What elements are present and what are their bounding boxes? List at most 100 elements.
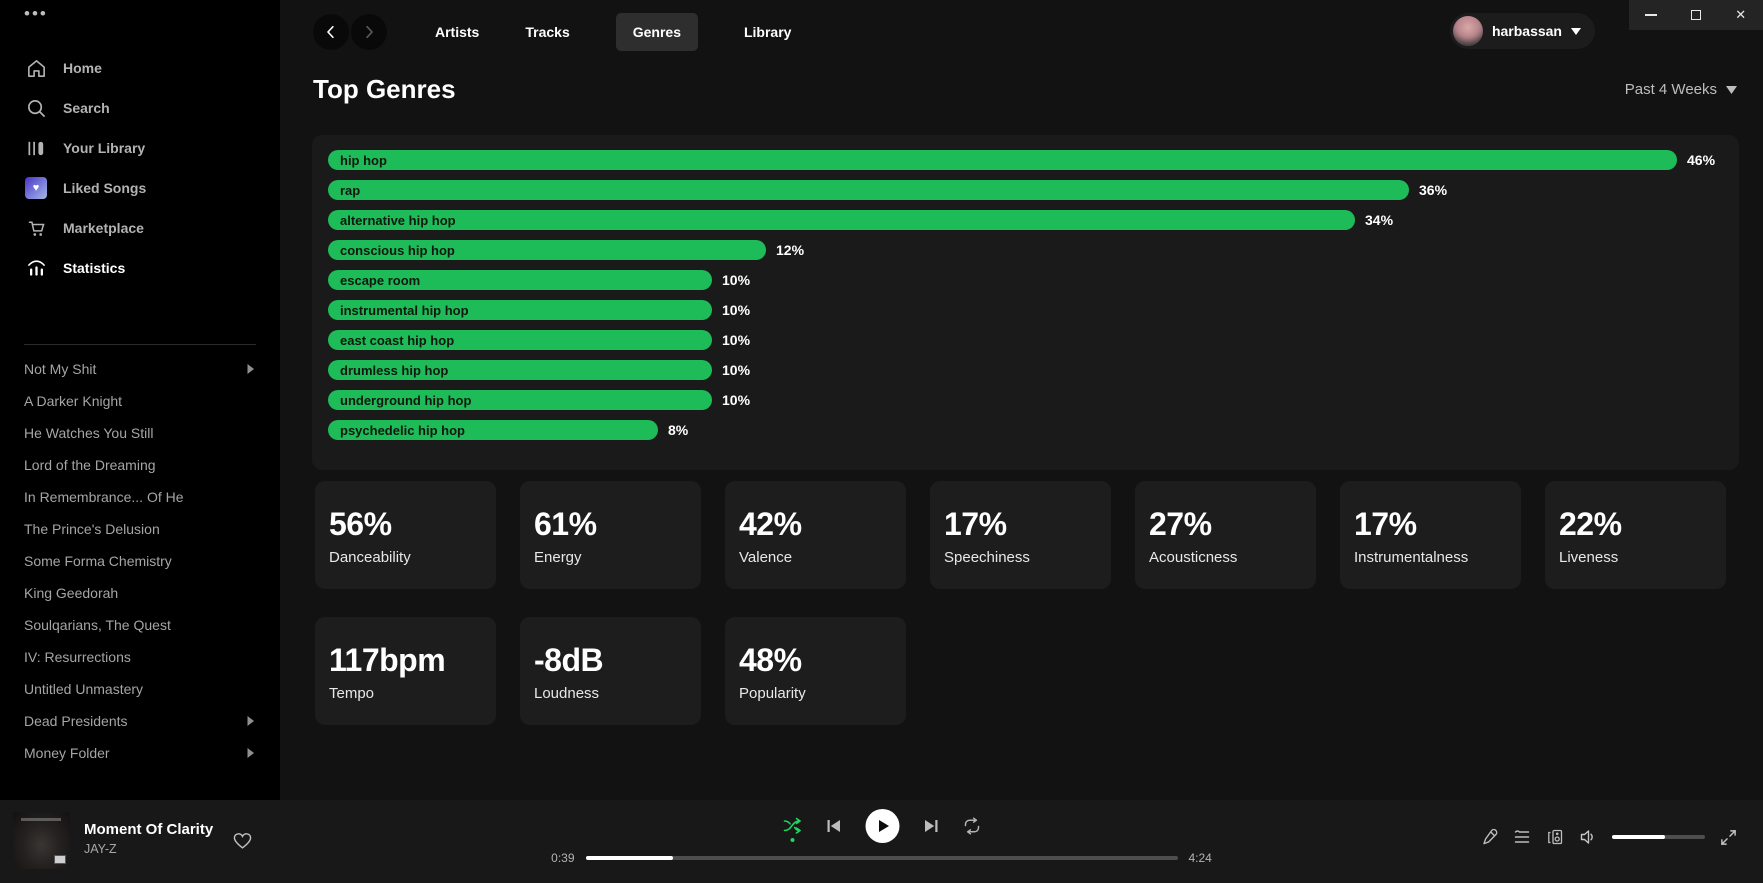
stat-label: Valence (739, 548, 793, 566)
library-icon (25, 137, 47, 159)
sidebar-item-marketplace[interactable]: Marketplace (0, 208, 280, 248)
lyrics-button[interactable] (1480, 828, 1498, 846)
heart-icon (233, 833, 252, 849)
playlist-label: The Prince's Delusion (24, 521, 160, 537)
genre-bar[interactable]: escape room (328, 270, 712, 290)
genre-bar-row: alternative hip hop 34% (328, 210, 1723, 230)
seek-bar[interactable] (585, 856, 1178, 860)
sidebar-item-home[interactable]: Home (0, 48, 280, 88)
like-button[interactable] (233, 832, 252, 855)
tab-library[interactable]: Library (743, 24, 792, 40)
genre-label: hip hop (340, 152, 387, 168)
playlist-item[interactable]: King Geedorah (0, 577, 280, 609)
sidebar-item-search[interactable]: Search (0, 88, 280, 128)
stat-card-energy: 61% Energy (520, 481, 701, 589)
next-button[interactable] (922, 818, 939, 834)
sidebar-item-label: Liked Songs (63, 180, 147, 196)
liked-songs-icon: ♥ (25, 177, 47, 199)
mute-button[interactable] (1579, 828, 1597, 846)
play-button[interactable] (865, 809, 899, 843)
queue-icon (1514, 830, 1530, 843)
playlist-list: Not My Shit A Darker Knight He Watches Y… (0, 353, 280, 769)
statistics-icon (25, 257, 47, 279)
volume-slider[interactable] (1612, 835, 1705, 839)
sidebar-item-label: Your Library (63, 140, 146, 156)
playlist-label: Soulqarians, The Quest (24, 617, 171, 633)
maximize-button[interactable] (1674, 0, 1719, 30)
genre-bar-row: conscious hip hop 12% (328, 240, 1723, 260)
stat-label: Acousticness (1149, 548, 1238, 566)
playlist-item[interactable]: IV: Resurrections (0, 641, 280, 673)
close-button[interactable]: ✕ (1718, 0, 1763, 30)
stat-label: Tempo (329, 684, 375, 702)
queue-button[interactable] (1513, 828, 1531, 846)
stat-label: Liveness (1559, 548, 1619, 566)
genre-bar-row: instrumental hip hop 10% (328, 300, 1723, 320)
minimize-button[interactable] (1629, 0, 1674, 30)
genre-bar-row: escape room 10% (328, 270, 1723, 290)
genre-bar[interactable]: hip hop (328, 150, 1677, 170)
genre-percent: 10% (722, 362, 751, 378)
playlist-item[interactable]: Soulqarians, The Quest (0, 609, 280, 641)
stat-card-danceability: 56% Danceability (315, 481, 496, 589)
genre-bar[interactable]: underground hip hop (328, 390, 712, 410)
playlist-item[interactable]: Lord of the Dreaming (0, 449, 280, 481)
shuffle-button[interactable] (782, 817, 802, 842)
genre-bar[interactable]: alternative hip hop (328, 210, 1355, 230)
forward-button[interactable] (351, 14, 387, 50)
playlist-item[interactable]: Some Forma Chemistry (0, 545, 280, 577)
playlist-item[interactable]: The Prince's Delusion (0, 513, 280, 545)
stat-value: 42% (739, 506, 802, 542)
genre-label: psychedelic hip hop (340, 422, 465, 438)
previous-button[interactable] (825, 818, 842, 834)
stat-value: 27% (1149, 506, 1212, 542)
shuffle-icon (783, 817, 801, 834)
genre-bar[interactable]: psychedelic hip hop (328, 420, 658, 440)
genre-bar[interactable]: instrumental hip hop (328, 300, 712, 320)
genre-label: alternative hip hop (340, 212, 456, 228)
sidebar-item-your-library[interactable]: Your Library (0, 128, 280, 168)
time-range-dropdown[interactable]: Past 4 Weeks (1625, 81, 1737, 98)
repeat-icon (964, 817, 979, 835)
genre-bar[interactable]: rap (328, 180, 1409, 200)
stat-card-tempo: 117bpm Tempo (315, 617, 496, 725)
menu-dots-icon[interactable]: ••• (24, 4, 48, 23)
genre-bar[interactable]: conscious hip hop (328, 240, 766, 260)
stat-value: -8dB (534, 642, 604, 678)
playlist-label: A Darker Knight (24, 393, 123, 409)
home-icon (25, 57, 47, 79)
genre-percent: 46% (1687, 152, 1716, 168)
playlist-item[interactable]: Not My Shit (0, 353, 280, 385)
connect-device-button[interactable] (1546, 828, 1564, 846)
sidebar-item-liked-songs[interactable]: ♥ Liked Songs (0, 168, 280, 208)
track-artist[interactable]: JAY-Z (84, 842, 117, 856)
genre-bar[interactable]: drumless hip hop (328, 360, 712, 380)
user-menu[interactable]: harbassan (1449, 13, 1595, 49)
tab-artists[interactable]: Artists (435, 24, 480, 40)
tab-tracks[interactable]: Tracks (525, 24, 570, 40)
fullscreen-button[interactable] (1720, 829, 1737, 846)
track-title[interactable]: Moment Of Clarity (84, 821, 214, 838)
sidebar-item-label: Marketplace (63, 220, 144, 236)
window-controls: ✕ (1629, 0, 1763, 30)
genre-bar[interactable]: east coast hip hop (328, 330, 712, 350)
repeat-button[interactable] (962, 817, 981, 835)
stat-value: 17% (1354, 506, 1417, 542)
chevron-right-icon (366, 25, 373, 39)
elapsed-time: 0:39 (551, 851, 575, 865)
playlist-item[interactable]: He Watches You Still (0, 417, 280, 449)
playlist-item[interactable]: Dead Presidents (0, 705, 280, 737)
album-art (13, 812, 70, 869)
back-button[interactable] (313, 14, 349, 50)
playlist-item[interactable]: In Remembrance... Of He (0, 481, 280, 513)
playlist-item[interactable]: Money Folder (0, 737, 280, 769)
genre-bar-row: psychedelic hip hop 8% (328, 420, 1723, 440)
playlist-item[interactable]: A Darker Knight (0, 385, 280, 417)
tab-genres[interactable]: Genres (615, 13, 698, 51)
genre-bar-row: drumless hip hop 10% (328, 360, 1723, 380)
genre-bar-row: east coast hip hop 10% (328, 330, 1723, 350)
stat-label: Loudness (534, 684, 600, 702)
playlist-item[interactable]: Untitled Unmastery (0, 673, 280, 705)
sidebar-item-statistics[interactable]: Statistics (0, 248, 280, 288)
